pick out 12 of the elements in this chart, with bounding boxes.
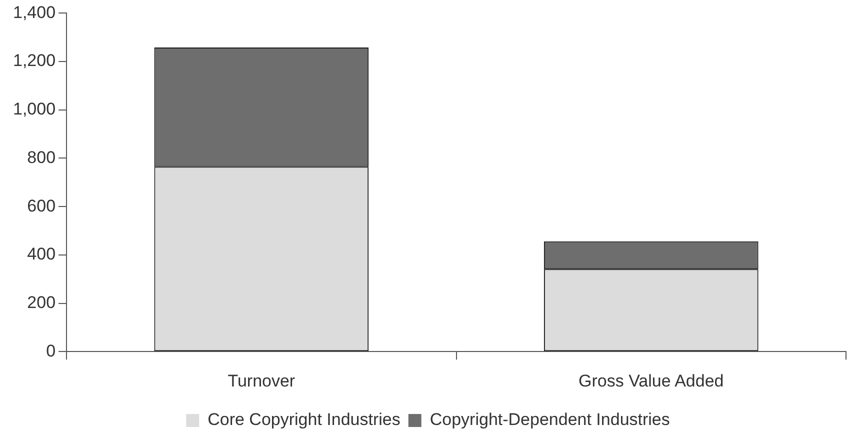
y-tick-label: 1,200	[12, 51, 56, 70]
y-tick-label: 400	[27, 244, 56, 264]
y-tick-label: 1,400	[12, 2, 56, 22]
y-tick-label: 200	[27, 292, 56, 312]
y-tick-label: 1,000	[12, 100, 56, 119]
legend-label: Copyright-Dependent Industries	[430, 410, 670, 430]
y-tick-label: 600	[27, 196, 56, 216]
x-tick-label: Gross Value Added	[578, 371, 724, 390]
legend-label: Core Copyright Industries	[208, 410, 400, 430]
x-tick-label: Turnover	[228, 371, 296, 390]
y-tick-label: 0	[46, 341, 56, 360]
y-tick-label: 800	[27, 148, 56, 167]
